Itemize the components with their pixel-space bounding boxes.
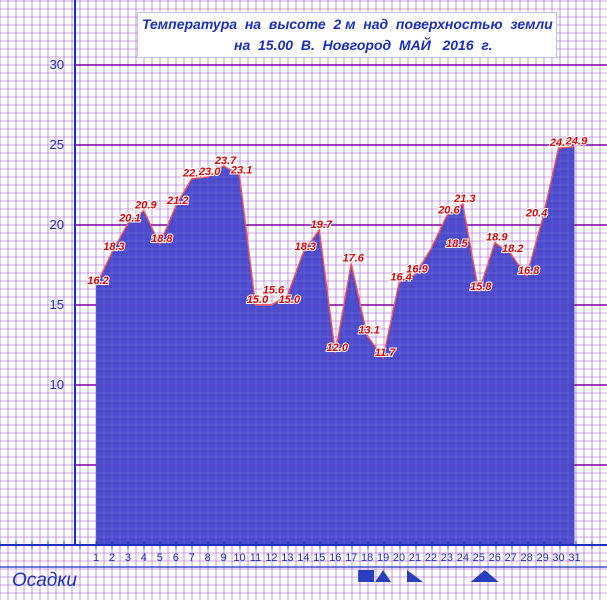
x-tick-labels: 1 2 3 4 5 6 7 8 9 10 11 12 13 14 15 16 17 18 19 20 21 22 23 24 2… — [93, 552, 581, 564]
data-label: 18.3 — [295, 241, 316, 253]
y-tick-labels: 10 15 20 25 30 — [50, 57, 64, 392]
x-tick-label: 1 — [93, 552, 99, 564]
y-tick-label: 20 — [50, 217, 64, 232]
data-label: 19.7 — [311, 219, 333, 231]
precipitation-label: Осадки — [12, 570, 77, 591]
data-label: 22.9 — [182, 168, 205, 180]
data-label: 18.3 — [103, 241, 124, 253]
data-label: 15.0 — [279, 294, 301, 306]
data-label: 18.8 — [151, 233, 173, 245]
data-label: 20.4 — [525, 208, 547, 220]
x-tick-label: 31 — [568, 552, 580, 564]
x-tick-label: 24 — [457, 552, 469, 564]
x-tick-label: 16 — [329, 552, 341, 564]
x-tick-label: 4 — [141, 552, 147, 564]
area-fill — [96, 146, 575, 545]
chart-title-line-2: на 15.00 В. Новгород МАЙ 2016 г. — [234, 37, 493, 53]
data-label: 23.0 — [198, 166, 221, 178]
data-label: 12.0 — [327, 342, 349, 354]
precip-half-triangle — [407, 570, 423, 582]
chart-title-box: Температура на высоте 2 м над поверхност… — [137, 12, 557, 58]
data-label: 21.3 — [453, 193, 475, 205]
precip-triangle — [470, 570, 499, 582]
data-label: 24.9 — [565, 136, 588, 148]
x-tick-label: 26 — [489, 552, 501, 564]
data-labels: 16.2 18.3 20.120.9 18.8 21.2 22.923.023.723.1… — [86, 135, 589, 360]
x-tick-label: 30 — [552, 552, 564, 564]
x-tick-label: 15 — [313, 552, 325, 564]
data-label: 20.6 — [437, 204, 460, 216]
x-tick-label: 8 — [205, 552, 211, 564]
y-tick-label: 10 — [50, 377, 64, 392]
x-tick-label: 22 — [425, 552, 437, 564]
data-label: 15.0 — [247, 294, 269, 306]
x-tick-label: 11 — [250, 552, 261, 564]
data-label: 20.9 — [134, 200, 157, 212]
data-label: 18.2 — [502, 243, 523, 255]
y-tick-label: 30 — [50, 57, 64, 72]
x-tick-label: 9 — [221, 552, 227, 564]
x-tick-label: 23 — [441, 552, 453, 564]
data-label: 24.8 — [549, 137, 572, 149]
precipitation-symbols — [358, 570, 499, 582]
x-tick-label: 3 — [125, 552, 131, 564]
x-tick-label: 29 — [536, 552, 548, 564]
data-label: 21.2 — [166, 195, 188, 207]
x-tick-label: 25 — [473, 552, 485, 564]
x-tick-label: 14 — [297, 552, 309, 564]
x-tick-label: 12 — [265, 552, 277, 564]
y-tick-label: 25 — [50, 137, 64, 152]
x-tick-label: 13 — [281, 552, 293, 564]
data-label: 18.9 — [486, 232, 508, 244]
x-tick-label: 10 — [233, 552, 245, 564]
data-label: 16.2 — [87, 275, 108, 287]
data-label: 15.8 — [470, 281, 492, 293]
x-tick-label: 27 — [505, 552, 517, 564]
data-label: 16.9 — [406, 264, 428, 276]
data-label: 18.5 — [446, 238, 468, 250]
x-tick-label: 5 — [157, 552, 163, 564]
data-label: 17.6 — [342, 252, 364, 264]
precip-triangle — [375, 570, 392, 582]
axes — [0, 0, 607, 568]
data-label: 15.6 — [263, 284, 285, 296]
data-label: 23.7 — [214, 155, 237, 167]
x-tick-label: 2 — [109, 552, 115, 564]
x-tick-label: 17 — [345, 552, 357, 564]
data-label: 16.4 — [390, 272, 411, 284]
x-tick-label: 7 — [189, 552, 195, 564]
x-tick-label: 19 — [377, 552, 389, 564]
data-label: 16.8 — [518, 265, 540, 277]
x-tick-label: 6 — [173, 552, 179, 564]
x-tick-label: 18 — [361, 552, 373, 564]
y-tick-label: 15 — [50, 297, 64, 312]
precip-rain-block — [358, 570, 375, 582]
data-label: 23.1 — [230, 164, 252, 176]
data-label: 13.1 — [358, 324, 379, 336]
x-tick-label: 20 — [393, 552, 405, 564]
chart-title-line-1: Температура на высоте 2 м над поверхност… — [142, 16, 553, 32]
x-tick-label: 21 — [409, 552, 421, 564]
x-tick-label: 28 — [521, 552, 533, 564]
data-label: 11.7 — [375, 347, 396, 359]
data-label: 20.1 — [118, 212, 140, 224]
